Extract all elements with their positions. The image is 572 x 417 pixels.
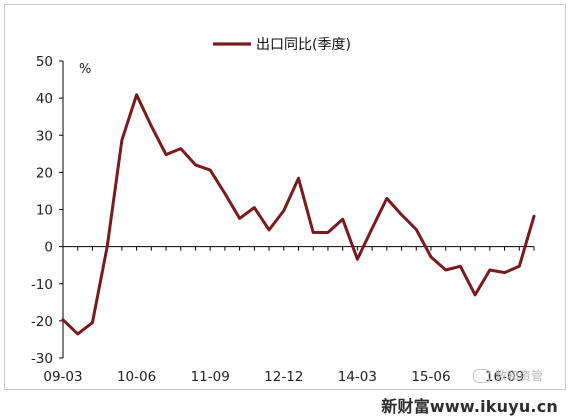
y-tick-label: 20 bbox=[36, 165, 53, 181]
series-layer bbox=[61, 93, 536, 336]
legend: 出口同比(季度) bbox=[213, 37, 351, 53]
x-tick-label: 09-03 bbox=[43, 369, 82, 385]
x-tick-label: 11-09 bbox=[191, 369, 230, 385]
y-axis-ticks: -30 -20 -10 0 10 20 30 40 50 bbox=[31, 54, 63, 367]
y-tick-label: -10 bbox=[31, 277, 53, 293]
legend-label: 出口同比(季度) bbox=[256, 37, 351, 53]
watermark-text: 数和资管 bbox=[494, 369, 543, 383]
site-watermark-text: 新财富www.ikuyu.cn bbox=[381, 397, 558, 416]
y-tick-label: 30 bbox=[36, 128, 53, 144]
chart-frame: -30 -20 -10 0 10 20 30 40 50 09-03 10-06 11-09 12-1… bbox=[4, 4, 566, 390]
x-tick-label: 15-06 bbox=[411, 369, 450, 385]
x-tick-label: 10-06 bbox=[117, 369, 156, 385]
chart-canvas: -30 -20 -10 0 10 20 30 40 50 09-03 10-06 11-09 12-1… bbox=[31, 37, 536, 385]
y-tick-label: 50 bbox=[36, 54, 53, 70]
x-tick-label: 12-12 bbox=[264, 369, 303, 385]
y-tick-label: 40 bbox=[36, 91, 53, 107]
y-tick-label: -20 bbox=[31, 314, 53, 330]
y-tick-label: 0 bbox=[44, 240, 53, 256]
x-tick-label: 16-09 bbox=[485, 369, 524, 385]
y-unit-label: % bbox=[79, 62, 91, 77]
y-tick-label: 10 bbox=[36, 203, 53, 219]
y-tick-label: -30 bbox=[31, 351, 53, 367]
x-tick-label: 14-03 bbox=[338, 369, 377, 385]
series-line-export-yoy bbox=[61, 93, 536, 336]
wechat-icon bbox=[472, 368, 491, 383]
x-axis-ticks: 09-03 10-06 11-09 12-12 14-03 15-06 16-09 bbox=[43, 246, 535, 385]
watermark: 数和资管 bbox=[472, 367, 543, 384]
